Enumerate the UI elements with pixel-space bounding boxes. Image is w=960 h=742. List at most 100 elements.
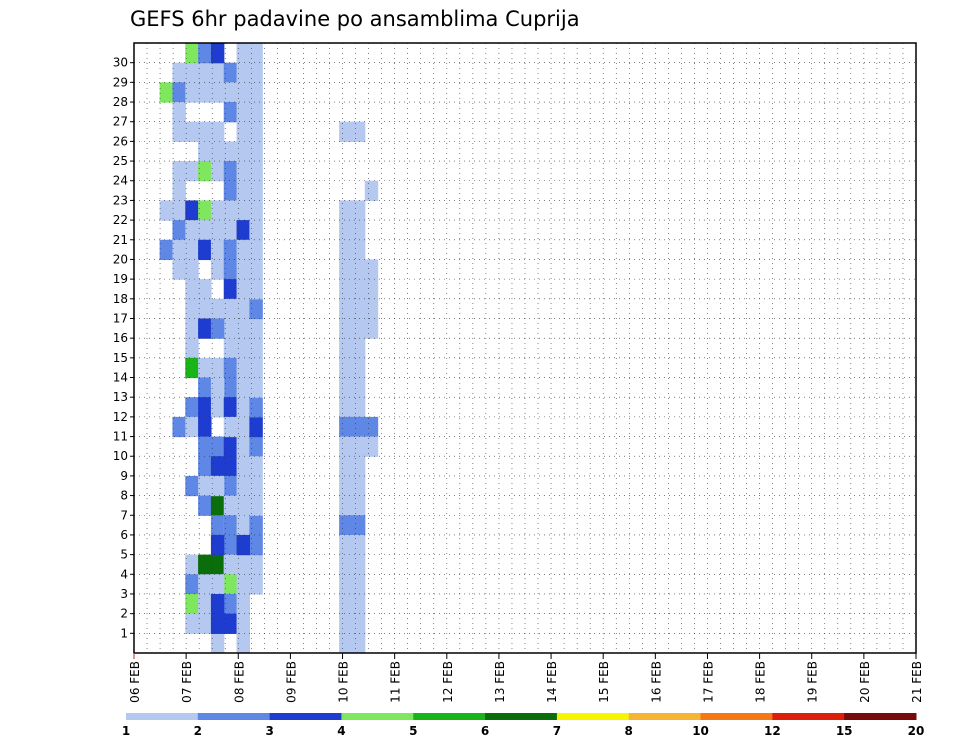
y-tick-label: 1	[120, 626, 128, 640]
precip-cell	[236, 200, 250, 221]
precip-cell	[236, 613, 250, 634]
precip-cell	[249, 259, 263, 280]
plot-frame	[133, 42, 917, 654]
precip-cell	[172, 239, 186, 261]
precip-cell	[159, 82, 174, 103]
precip-cell	[249, 554, 263, 575]
precip-cell	[351, 416, 366, 438]
precip-cell	[198, 574, 212, 595]
precip-cell	[159, 239, 174, 261]
precip-cell	[223, 554, 238, 575]
precip-cell	[351, 239, 366, 261]
precip-cell	[198, 220, 212, 241]
precip-cell	[210, 593, 225, 615]
precip-cell	[210, 436, 225, 457]
precip-cell	[249, 102, 263, 123]
precip-cell	[249, 456, 263, 477]
precip-cell	[210, 554, 225, 575]
precip-cell	[223, 495, 238, 516]
x-tick-label: 17 FEB	[701, 661, 715, 703]
precip-cell	[249, 377, 263, 398]
precip-cell	[339, 200, 353, 221]
precip-cell	[339, 416, 353, 438]
precip-cell	[223, 475, 238, 497]
precip-cell	[236, 633, 250, 654]
precip-cell	[249, 200, 263, 221]
colorbar-label: 10	[692, 724, 709, 738]
colorbar-label: 8	[625, 724, 633, 738]
precip-cell	[185, 554, 199, 575]
y-tick-label: 18	[113, 292, 128, 306]
y-tick-label: 2	[120, 607, 128, 621]
precip-cell	[198, 377, 212, 398]
precip-cell	[236, 279, 250, 300]
precip-cell	[249, 357, 263, 379]
precip-cell	[210, 141, 225, 162]
precip-cell	[223, 161, 238, 182]
precip-cell	[185, 62, 199, 83]
colorbar-label: 5	[409, 724, 417, 738]
y-tick-label: 4	[120, 567, 128, 581]
precip-cell	[185, 613, 199, 634]
precip-cell	[185, 397, 199, 418]
precip-cell	[185, 200, 199, 221]
precip-cell	[351, 397, 366, 418]
precip-cell	[364, 259, 379, 280]
precip-cell	[236, 220, 250, 241]
precip-cell	[210, 495, 225, 516]
precip-cell	[198, 318, 212, 339]
y-axis: 1234567891011121314151617181920212223242…	[113, 56, 134, 640]
precip-cell	[236, 239, 250, 261]
precip-cell	[236, 456, 250, 477]
precip-cell	[198, 436, 212, 457]
y-tick-label: 13	[113, 390, 128, 404]
precip-cell	[339, 593, 353, 615]
precip-cell	[236, 436, 250, 457]
x-tick-label: 18 FEB	[754, 661, 768, 703]
precip-cell	[339, 357, 353, 379]
x-tick-label: 15 FEB	[597, 661, 611, 703]
precip-cell	[185, 475, 199, 497]
precip-cell	[351, 318, 366, 339]
precip-cell	[236, 515, 250, 536]
precip-cell	[364, 298, 379, 320]
precip-cell	[249, 338, 263, 359]
precip-cell	[249, 534, 263, 556]
precip-cell	[351, 259, 366, 280]
precip-cell	[351, 534, 366, 556]
precip-cell	[351, 613, 366, 634]
precip-cell	[223, 259, 238, 280]
precip-cell	[236, 338, 250, 359]
precip-cell	[172, 102, 186, 123]
x-tick-label: 14 FEB	[545, 661, 559, 703]
precip-cell	[236, 180, 250, 202]
x-tick-label: 06 FEB	[128, 661, 142, 703]
precip-cell	[249, 43, 263, 64]
precip-cell	[236, 416, 250, 438]
precip-cell	[198, 593, 212, 615]
precip-cell	[236, 593, 250, 615]
precip-cell	[236, 298, 250, 320]
precip-cell	[210, 534, 225, 556]
precip-cell	[198, 495, 212, 516]
precip-cell	[339, 259, 353, 280]
precip-cell	[210, 200, 225, 221]
precip-cell	[185, 239, 199, 261]
precip-cell	[210, 515, 225, 536]
precip-cell	[339, 239, 353, 261]
y-tick-label: 28	[113, 95, 128, 109]
precip-cell	[185, 298, 199, 320]
precip-cell	[249, 495, 263, 516]
precip-cell	[339, 554, 353, 575]
precip-cell	[210, 43, 225, 64]
precip-cell	[351, 495, 366, 516]
precip-cell	[223, 318, 238, 339]
cell-layer	[159, 43, 379, 654]
precip-cell	[339, 456, 353, 477]
precip-cell	[236, 397, 250, 418]
precip-cell	[198, 161, 212, 182]
precip-cell	[210, 121, 225, 142]
precip-cell	[172, 416, 186, 438]
precip-cell	[185, 574, 199, 595]
precip-cell	[339, 377, 353, 398]
